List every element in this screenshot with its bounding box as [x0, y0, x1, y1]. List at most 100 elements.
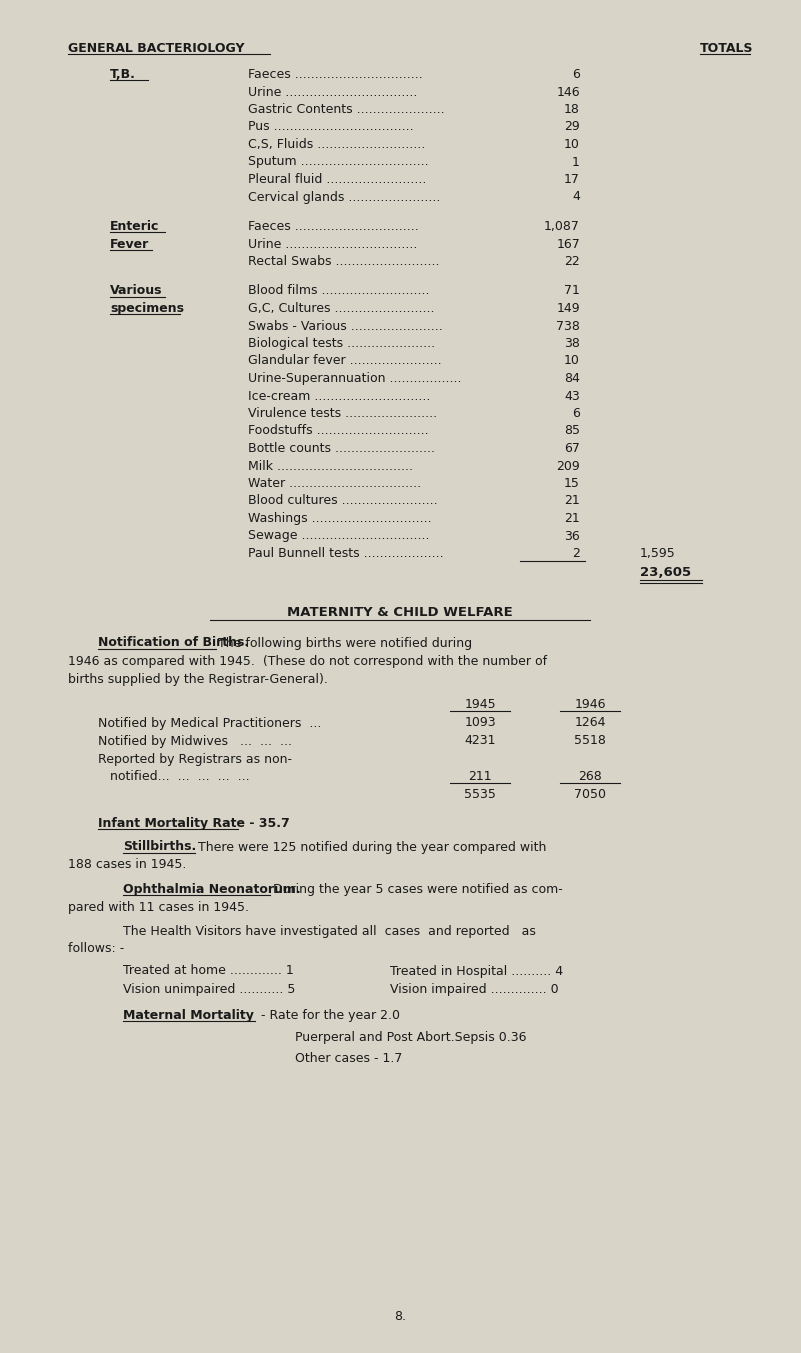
Text: 21: 21 — [564, 494, 580, 507]
Text: Enteric: Enteric — [110, 221, 159, 233]
Text: 36: 36 — [564, 529, 580, 543]
Text: 268: 268 — [578, 770, 602, 783]
Text: Milk ..................................: Milk .................................. — [248, 460, 413, 472]
Text: 10: 10 — [564, 138, 580, 152]
Text: G,C, Cultures .........................: G,C, Cultures ......................... — [248, 302, 434, 315]
Text: 4: 4 — [572, 191, 580, 203]
Text: Notified by Midwives   ...  ...  ...: Notified by Midwives ... ... ... — [98, 735, 292, 747]
Text: Glandular fever .......................: Glandular fever ....................... — [248, 354, 441, 368]
Text: Maternal Mortality: Maternal Mortality — [123, 1008, 254, 1022]
Text: 29: 29 — [564, 120, 580, 134]
Text: Pus ...................................: Pus ................................... — [248, 120, 413, 134]
Text: There were 125 notified during the year compared with: There were 125 notified during the year … — [198, 840, 546, 854]
Text: 7050: 7050 — [574, 789, 606, 801]
Text: specimens: specimens — [110, 302, 184, 315]
Text: 188 cases in 1945.: 188 cases in 1945. — [68, 859, 187, 871]
Text: 1,595: 1,595 — [640, 547, 676, 560]
Text: Washings ..............................: Washings .............................. — [248, 511, 432, 525]
Text: 1946: 1946 — [574, 698, 606, 712]
Text: 38: 38 — [564, 337, 580, 350]
Text: Reported by Registrars as non-: Reported by Registrars as non- — [98, 752, 292, 766]
Text: Pleural fluid .........................: Pleural fluid ......................... — [248, 173, 426, 185]
Text: Notified by Medical Practitioners  ...: Notified by Medical Practitioners ... — [98, 717, 321, 729]
Text: Bottle counts .........................: Bottle counts ......................... — [248, 442, 435, 455]
Text: 67: 67 — [564, 442, 580, 455]
Text: Blood cultures ........................: Blood cultures ........................ — [248, 494, 437, 507]
Text: MATERNITY & CHILD WELFARE: MATERNITY & CHILD WELFARE — [287, 606, 513, 620]
Text: 1264: 1264 — [574, 717, 606, 729]
Text: 5518: 5518 — [574, 735, 606, 747]
Text: C,S, Fluids ...........................: C,S, Fluids ........................... — [248, 138, 425, 152]
Text: 2: 2 — [572, 547, 580, 560]
Text: 6: 6 — [572, 407, 580, 419]
Text: 6: 6 — [572, 68, 580, 81]
Text: 1093: 1093 — [465, 717, 496, 729]
Text: Sewage ................................: Sewage ................................ — [248, 529, 429, 543]
Text: 1945: 1945 — [465, 698, 496, 712]
Text: Various: Various — [110, 284, 163, 298]
Text: Treated at home ............. 1: Treated at home ............. 1 — [123, 965, 294, 977]
Text: Rectal Swabs ..........................: Rectal Swabs .......................... — [248, 254, 440, 268]
Text: 738: 738 — [556, 319, 580, 333]
Text: 1: 1 — [572, 156, 580, 169]
Text: 149: 149 — [557, 302, 580, 315]
Text: Blood films ...........................: Blood films ........................... — [248, 284, 429, 298]
Text: 8.: 8. — [394, 1310, 406, 1323]
Text: The Health Visitors have investigated all  cases  and reported   as: The Health Visitors have investigated al… — [123, 924, 536, 938]
Text: 209: 209 — [556, 460, 580, 472]
Text: 167: 167 — [556, 238, 580, 250]
Text: - Rate for the year 2.0: - Rate for the year 2.0 — [257, 1008, 400, 1022]
Text: 4231: 4231 — [465, 735, 496, 747]
Text: Paul Bunnell tests ....................: Paul Bunnell tests .................... — [248, 547, 444, 560]
Text: 10: 10 — [564, 354, 580, 368]
Text: 43: 43 — [564, 390, 580, 402]
Text: Vision impaired .............. 0: Vision impaired .............. 0 — [390, 982, 558, 996]
Text: 211: 211 — [469, 770, 492, 783]
Text: notified...  ...  ...  ...  ...: notified... ... ... ... ... — [98, 770, 250, 783]
Text: Notification of Births.: Notification of Births. — [98, 636, 249, 649]
Text: 85: 85 — [564, 425, 580, 437]
Text: births supplied by the Registrar-General).: births supplied by the Registrar-General… — [68, 672, 328, 686]
Text: Infant Mortality Rate - 35.7: Infant Mortality Rate - 35.7 — [98, 816, 290, 829]
Text: During the year 5 cases were notified as com-: During the year 5 cases were notified as… — [273, 882, 563, 896]
Text: Gastric Contents ......................: Gastric Contents ...................... — [248, 103, 445, 116]
Text: Treated in Hospital .......... 4: Treated in Hospital .......... 4 — [390, 965, 563, 977]
Text: Swabs - Various .......................: Swabs - Various ....................... — [248, 319, 443, 333]
Text: T,B.: T,B. — [110, 68, 136, 81]
Text: Cervical glands .......................: Cervical glands ....................... — [248, 191, 441, 203]
Text: Faeces ...............................: Faeces ............................... — [248, 221, 419, 233]
Text: 71: 71 — [564, 284, 580, 298]
Text: 22: 22 — [564, 254, 580, 268]
Text: 23,605: 23,605 — [640, 567, 691, 579]
Text: 84: 84 — [564, 372, 580, 386]
Text: 15: 15 — [564, 478, 580, 490]
Text: follows: -: follows: - — [68, 943, 124, 955]
Text: Vision unimpaired ........... 5: Vision unimpaired ........... 5 — [123, 982, 296, 996]
Text: 17: 17 — [564, 173, 580, 185]
Text: Other cases - 1.7: Other cases - 1.7 — [295, 1053, 402, 1066]
Text: Biological tests ......................: Biological tests ...................... — [248, 337, 435, 350]
Text: Faeces ................................: Faeces ................................ — [248, 68, 423, 81]
Text: 5535: 5535 — [464, 789, 496, 801]
Text: Stillbirths.: Stillbirths. — [123, 840, 196, 854]
Text: 1946 as compared with 1945.  (These do not correspond with the number of: 1946 as compared with 1945. (These do no… — [68, 655, 547, 667]
Text: Water .................................: Water ................................. — [248, 478, 421, 490]
Text: 18: 18 — [564, 103, 580, 116]
Text: Ophthalmia Neonatorum.: Ophthalmia Neonatorum. — [123, 882, 300, 896]
Text: Sputum ................................: Sputum ................................ — [248, 156, 429, 169]
Text: GENERAL BACTERIOLOGY: GENERAL BACTERIOLOGY — [68, 42, 244, 55]
Text: TOTALS: TOTALS — [700, 42, 754, 55]
Text: Virulence tests .......................: Virulence tests ....................... — [248, 407, 437, 419]
Text: The following births were notified during: The following births were notified durin… — [218, 636, 472, 649]
Text: Urine-Superannuation ..................: Urine-Superannuation .................. — [248, 372, 461, 386]
Text: Puerperal and Post Abort.Sepsis 0.36: Puerperal and Post Abort.Sepsis 0.36 — [295, 1031, 526, 1043]
Text: Fever: Fever — [110, 238, 149, 250]
Text: Urine .................................: Urine ................................. — [248, 238, 417, 250]
Text: 146: 146 — [557, 85, 580, 99]
Text: Foodstuffs ............................: Foodstuffs ............................ — [248, 425, 429, 437]
Text: Urine .................................: Urine ................................. — [248, 85, 417, 99]
Text: Ice-cream .............................: Ice-cream ............................. — [248, 390, 430, 402]
Text: 1,087: 1,087 — [544, 221, 580, 233]
Text: 21: 21 — [564, 511, 580, 525]
Text: pared with 11 cases in 1945.: pared with 11 cases in 1945. — [68, 901, 249, 913]
